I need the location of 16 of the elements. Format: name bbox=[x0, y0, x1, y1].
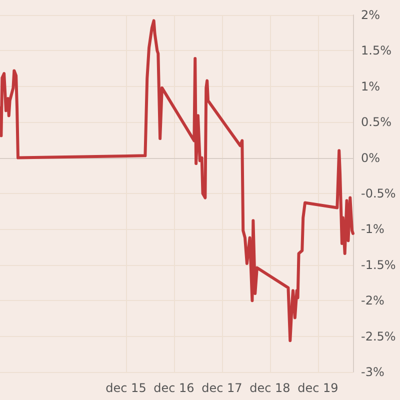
x-tick-label: dec 19 bbox=[298, 381, 338, 395]
y-tick-label: -3% bbox=[361, 365, 384, 379]
y-tick-label: -2% bbox=[361, 294, 384, 308]
x-tick-label: dec 18 bbox=[250, 381, 290, 395]
x-tick-label: dec 16 bbox=[154, 381, 194, 395]
y-tick-label: 1% bbox=[361, 79, 380, 94]
y-tick-label: 2% bbox=[361, 8, 380, 22]
y-tick-label: -1% bbox=[361, 222, 384, 236]
y-tick-label: -1.5% bbox=[361, 258, 396, 272]
y-tick-label: -0.5% bbox=[361, 186, 396, 200]
y-tick-label: 1.5% bbox=[361, 44, 392, 58]
y-tick-label: -2.5% bbox=[361, 329, 396, 344]
y-tick-label: 0.5% bbox=[361, 115, 392, 130]
x-tick-label: dec 17 bbox=[202, 381, 242, 395]
y-tick-label: 0% bbox=[361, 150, 380, 165]
x-tick-label: dec 15 bbox=[106, 381, 146, 395]
